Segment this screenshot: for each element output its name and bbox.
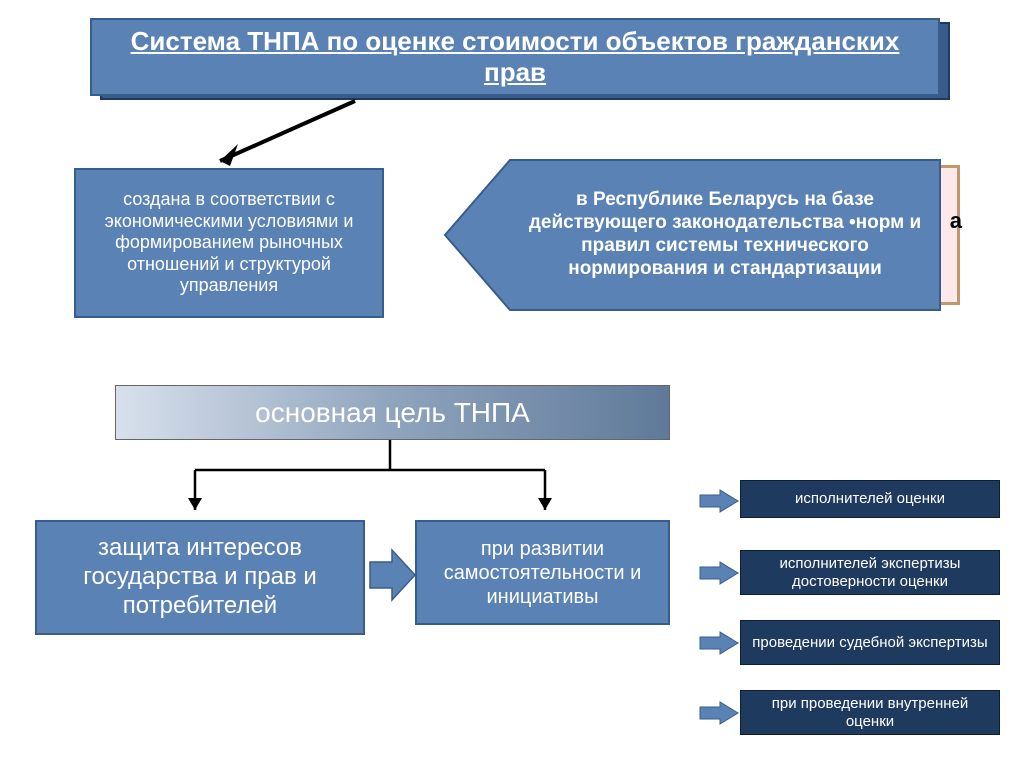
pink-shadow-letter: а [950, 208, 962, 234]
box-right: в Республике Беларусь на базе действующе… [520, 162, 930, 308]
small-arrow-1 [700, 562, 738, 584]
box-left-text: создана в соответствии с экономическими … [84, 189, 374, 297]
arrow-title-to-left [200, 96, 400, 176]
small-arrow-0 [700, 490, 738, 512]
box-right-text: в Республике Беларусь на базе действующе… [528, 189, 922, 280]
bottom-mid: при развитии самостоятельности и инициат… [415, 520, 670, 625]
goal-bar-text: основная цель ТНПА [255, 396, 530, 430]
side-item-1: исполнителей экспертизы достоверности оц… [740, 550, 1000, 595]
small-arrow-2 [700, 632, 738, 654]
side-item-1-text: исполнителей экспертизы достоверности оц… [749, 555, 991, 591]
bottom-mid-text: при развитии самостоятельности и инициат… [425, 537, 660, 609]
side-item-2-text: проведении судебной экспертизы [752, 634, 987, 652]
title-box: Система ТНПА по оценке стоимости объекто… [90, 18, 940, 96]
side-item-3: при проведении внутренней оценки [740, 690, 1000, 735]
split-connector [175, 440, 575, 525]
goal-bar: основная цель ТНПА [115, 385, 670, 440]
side-item-0: исполнителей оценки [740, 480, 1000, 518]
bottom-left: защита интересов государства и прав и по… [35, 520, 365, 635]
side-item-2: проведении судебной экспертизы [740, 620, 1000, 665]
side-item-0-text: исполнителей оценки [795, 490, 945, 508]
title-text: Система ТНПА по оценке стоимости объекто… [100, 26, 930, 88]
box-left: создана в соответствии с экономическими … [74, 168, 384, 318]
side-item-3-text: при проведении внутренней оценки [749, 695, 991, 731]
bottom-left-text: защита интересов государства и прав и по… [45, 534, 355, 620]
thick-arrow-1 [370, 550, 415, 600]
small-arrow-3 [700, 702, 738, 724]
